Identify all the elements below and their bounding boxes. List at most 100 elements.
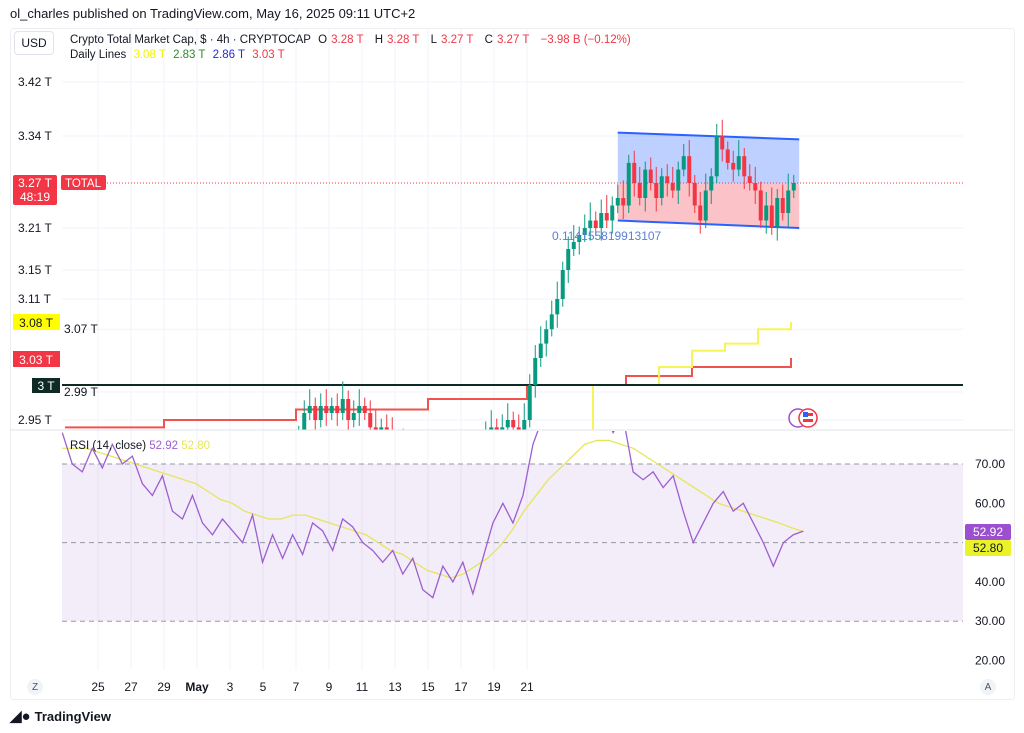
candle-body — [758, 190, 763, 221]
candle-body — [676, 169, 681, 191]
candle-body — [373, 427, 378, 430]
auto-scale-button[interactable]: A — [980, 679, 996, 695]
rsi-axis[interactable]: 70.00 60.00 40.00 30.00 20.00 — [975, 457, 1005, 668]
candle — [351, 400, 356, 428]
x-tick-label: May — [185, 680, 209, 694]
candle-body — [703, 190, 708, 221]
channel-top-line[interactable] — [617, 131, 800, 141]
channel-label: 0.114155819913107 — [552, 229, 662, 243]
y-tick-label: 3.11 T — [18, 292, 52, 306]
daily-value-1: 3.08 T — [133, 49, 166, 61]
candle — [626, 154, 631, 213]
candle — [681, 144, 686, 177]
candle — [500, 414, 505, 430]
x-tick-label: 21 — [520, 680, 534, 694]
candle — [692, 174, 697, 213]
rsi-badge-text: 52.92 — [973, 525, 1003, 539]
candle-body — [566, 249, 571, 270]
candle-body — [681, 156, 686, 170]
rsi-legend[interactable]: RSI (14, close) 52.92 52.80 — [70, 440, 210, 452]
candle — [379, 418, 384, 430]
candle — [780, 184, 785, 221]
z-button[interactable]: Z — [27, 679, 43, 695]
candle — [709, 168, 714, 204]
candle-body — [764, 205, 769, 221]
daily-value-4: 3.03 T — [252, 49, 285, 61]
candle — [637, 166, 642, 206]
candle — [402, 428, 404, 430]
candle-body — [786, 190, 791, 213]
us-flag-icon[interactable] — [798, 408, 818, 428]
candle — [725, 141, 730, 170]
candle-body — [484, 435, 488, 442]
candle — [362, 397, 367, 420]
candle-body — [714, 136, 719, 177]
price-pane[interactable]: 0.114155819913107 — [62, 119, 963, 492]
candle — [621, 180, 626, 219]
candle-body — [527, 385, 532, 420]
candle-body — [307, 406, 312, 413]
candle — [329, 397, 334, 420]
candle — [588, 202, 593, 241]
candle — [731, 150, 736, 182]
candles — [298, 119, 796, 456]
x-tick-label: 29 — [157, 680, 171, 694]
y-tick-label: 2.99 T — [64, 385, 98, 399]
time-axis[interactable]: 25 27 29 May 3 5 7 9 11 13 15 17 19 21 — [91, 680, 534, 694]
candle-body — [593, 220, 598, 228]
x-tick-label: 17 — [454, 680, 468, 694]
candle-body — [418, 449, 422, 456]
candle — [538, 326, 543, 367]
candle — [384, 414, 389, 430]
candle-body — [775, 198, 780, 228]
candle — [665, 164, 670, 197]
candle — [489, 410, 494, 430]
low-value: 3.27 T — [441, 34, 474, 46]
x-tick-label: 25 — [91, 680, 105, 694]
candle — [571, 225, 576, 256]
candle-body — [736, 156, 741, 170]
candle — [313, 397, 318, 430]
channel-bottom-line[interactable] — [617, 219, 800, 229]
candle-body — [780, 198, 785, 213]
candle — [687, 140, 692, 197]
candle — [566, 236, 571, 284]
daily-value-3: 2.86 T — [212, 49, 246, 61]
candle — [786, 173, 791, 227]
tradingview-logo[interactable]: ◢● TradingView — [10, 707, 111, 725]
candle-body — [500, 427, 505, 430]
symbol-legend: Crypto Total Market Cap, $ · 4h · CRYPTO… — [70, 34, 635, 61]
candle — [307, 389, 312, 420]
candle-body — [335, 406, 340, 413]
change-value: −3.98 B (−0.12%) — [540, 34, 631, 46]
candle — [549, 300, 554, 337]
countdown: 48:19 — [20, 190, 50, 204]
daily-lines-label[interactable]: Daily Lines — [70, 49, 127, 61]
rsi-line — [62, 431, 804, 599]
candle — [335, 393, 340, 426]
rsi-tick-label: 70.00 — [975, 457, 1005, 471]
candle — [298, 425, 300, 430]
open-label: O — [318, 34, 328, 46]
candle-body — [720, 136, 725, 150]
daily-value-2: 2.83 T — [173, 49, 206, 61]
currency-button[interactable]: USD — [14, 31, 54, 55]
candle-body — [588, 220, 593, 228]
candle — [516, 414, 521, 430]
candle — [758, 181, 763, 228]
rsi-label: RSI (14, close) — [70, 440, 147, 452]
rsi-tick-label: 60.00 — [975, 496, 1005, 510]
candle — [676, 161, 681, 204]
candle-body — [318, 406, 323, 420]
rsi-ma-value: 52.80 — [181, 440, 211, 452]
candle-body — [615, 198, 620, 206]
candle — [720, 119, 725, 162]
price-axis[interactable]: 3.42 T 3.34 T 3.21 T 3.15 T 3.11 T 3.07 T 2.99… — [18, 75, 98, 427]
x-tick-label: 19 — [487, 680, 501, 694]
rsi-pane[interactable] — [62, 409, 804, 599]
rsi-tick-label: 30.00 — [975, 614, 1005, 628]
candle-body — [692, 183, 697, 206]
symbol-title[interactable]: Crypto Total Market Cap, $ · 4h · CRYPTO… — [70, 34, 311, 46]
candle — [698, 192, 703, 234]
